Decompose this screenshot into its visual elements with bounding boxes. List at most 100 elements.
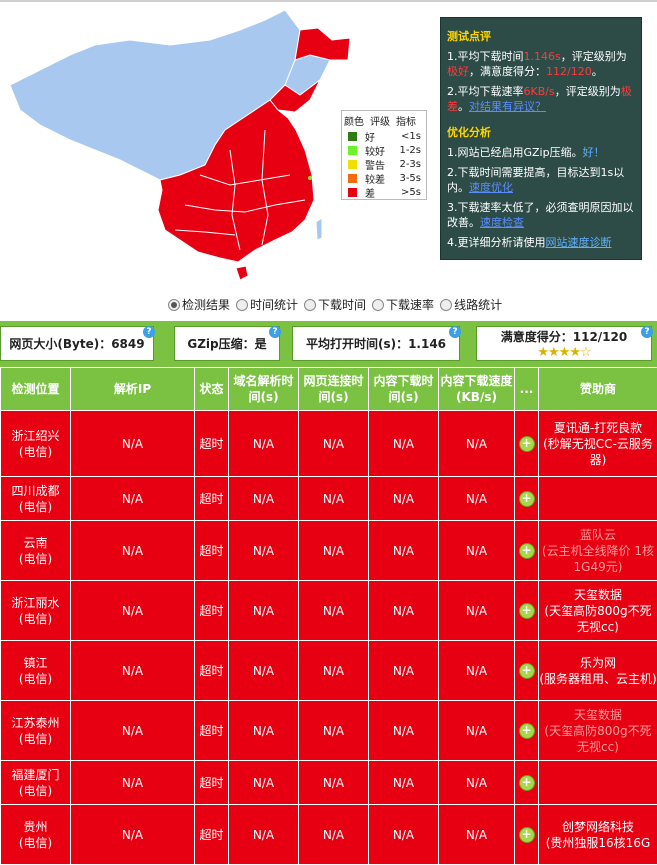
ip-cell: N/A bbox=[71, 805, 195, 865]
expand-plus-icon[interactable]: + bbox=[519, 491, 535, 507]
legend-level: 差 bbox=[365, 185, 391, 200]
sponsor-name-link[interactable]: 天玺数据 bbox=[539, 707, 657, 723]
review-text: ，评定级别为 bbox=[561, 50, 627, 63]
ip-cell: N/A bbox=[71, 641, 195, 701]
tab-label: 线路统计 bbox=[454, 296, 502, 313]
help-icon[interactable]: ? bbox=[143, 326, 155, 338]
download-time-cell: N/A bbox=[369, 701, 439, 761]
tab-line-stats[interactable]: 线路统计 bbox=[440, 296, 502, 313]
legend-level: 较差 bbox=[365, 171, 391, 186]
connect-time-cell: N/A bbox=[299, 641, 369, 701]
optimize-line-1: 1.网站已经启用GZip压缩。好！ bbox=[447, 145, 635, 160]
col-connect-time[interactable]: 网页连接时间(s) bbox=[299, 368, 369, 411]
site-diagnosis-link[interactable]: 网站速度诊断 bbox=[546, 236, 612, 249]
result-tabs: 检测结果 时间统计 下载时间 下载速率 线路统计 bbox=[168, 296, 508, 313]
expand-plus-icon[interactable]: + bbox=[519, 663, 535, 679]
help-icon[interactable]: ? bbox=[449, 326, 461, 338]
tab-results[interactable]: 检测结果 bbox=[168, 296, 230, 313]
col-status[interactable]: 状态 bbox=[195, 368, 229, 411]
page-size-text: 网页大小(Byte)：6849 bbox=[9, 335, 144, 352]
avg-time-box: 平均打开时间(s)：1.146 ? bbox=[292, 326, 460, 361]
sponsor-desc-link[interactable]: (贵州独服16核16G bbox=[539, 835, 657, 851]
map-region-hainan[interactable] bbox=[236, 266, 248, 280]
location-name: 江苏泰州 bbox=[1, 715, 70, 731]
map-region-taiwan[interactable] bbox=[316, 218, 322, 240]
connect-time-cell: N/A bbox=[299, 581, 369, 641]
radio-icon[interactable] bbox=[304, 299, 316, 311]
sponsor-desc-link[interactable]: (秒解无视CC-云服务器) bbox=[539, 436, 657, 468]
ip-cell: N/A bbox=[71, 477, 195, 521]
col-more[interactable]: ... bbox=[515, 368, 539, 411]
connect-time-cell: N/A bbox=[299, 701, 369, 761]
dns-time-cell: N/A bbox=[229, 521, 299, 581]
optimize-line-3: 3.下载速率太低了，必须查明原因加以改善。速度检查 bbox=[447, 200, 635, 230]
radio-icon[interactable] bbox=[236, 299, 248, 311]
optimize-line-4: 4.更详细分析请使用网站速度诊断 bbox=[447, 235, 635, 250]
tab-time-stats[interactable]: 时间统计 bbox=[236, 296, 298, 313]
legend-row: 较差 3-5s bbox=[342, 171, 426, 185]
dispute-link[interactable]: 对结果有异议？ bbox=[469, 100, 546, 113]
sponsor-desc-link[interactable]: (服务器租用、云主机) bbox=[539, 671, 657, 687]
col-location[interactable]: 检测位置 bbox=[1, 368, 71, 411]
legend-indicator: <1s bbox=[391, 131, 421, 142]
review-text: 。 bbox=[592, 65, 603, 78]
expand-cell: + bbox=[515, 701, 539, 761]
legend-indicator: 1-2s bbox=[391, 145, 421, 156]
col-download-speed[interactable]: 内容下载速度(KB/s) bbox=[439, 368, 515, 411]
help-icon[interactable]: ? bbox=[641, 326, 653, 338]
sponsor-desc-link[interactable]: (云主机全线降价 1核1G49元) bbox=[539, 543, 657, 575]
col-dns-time[interactable]: 域名解析时间(s) bbox=[229, 368, 299, 411]
review-panel: 测试点评 1.平均下载时间1.146s，评定级别为极好，满意度得分：112/12… bbox=[440, 17, 642, 260]
review-text: 1.平均下载时间 bbox=[447, 50, 524, 63]
expand-plus-icon[interactable]: + bbox=[519, 827, 535, 843]
download-speed-cell: N/A bbox=[439, 477, 515, 521]
sponsor-name-link[interactable]: 乐为网 bbox=[539, 655, 657, 671]
expand-cell: + bbox=[515, 477, 539, 521]
speed-check-link[interactable]: 速度检查 bbox=[480, 216, 524, 229]
radio-icon[interactable] bbox=[440, 299, 452, 311]
sponsor-cell: 创梦网络科技(贵州独服16核16G bbox=[539, 805, 657, 865]
expand-plus-icon[interactable]: + bbox=[519, 723, 535, 739]
legend-row: 警告 2-3s bbox=[342, 157, 426, 171]
sponsor-desc-link[interactable]: (天玺高防800g不死无视cc) bbox=[539, 603, 657, 635]
dns-time-cell: N/A bbox=[229, 761, 299, 805]
radio-icon[interactable] bbox=[168, 299, 180, 311]
dns-time-cell: N/A bbox=[229, 411, 299, 477]
status-cell: 超时 bbox=[195, 641, 229, 701]
ip-cell: N/A bbox=[71, 761, 195, 805]
expand-plus-icon[interactable]: + bbox=[519, 603, 535, 619]
location-cell: 浙江丽水(电信) bbox=[1, 581, 71, 641]
ip-cell: N/A bbox=[71, 701, 195, 761]
radio-icon[interactable] bbox=[372, 299, 384, 311]
ip-cell: N/A bbox=[71, 581, 195, 641]
download-speed-cell: N/A bbox=[439, 411, 515, 477]
download-speed-cell: N/A bbox=[439, 805, 515, 865]
ip-cell: N/A bbox=[71, 411, 195, 477]
expand-plus-icon[interactable]: + bbox=[519, 436, 535, 452]
expand-plus-icon[interactable]: + bbox=[519, 543, 535, 559]
expand-plus-icon[interactable]: + bbox=[519, 775, 535, 791]
tab-label: 下载速率 bbox=[386, 296, 434, 313]
status-cell: 超时 bbox=[195, 477, 229, 521]
col-download-time[interactable]: 内容下载时间(s) bbox=[369, 368, 439, 411]
review-title: 测试点评 bbox=[447, 28, 641, 44]
legend-indicator: 3-5s bbox=[391, 173, 421, 184]
ip-cell: N/A bbox=[71, 521, 195, 581]
table-header-row: 检测位置 解析IP 状态 域名解析时间(s) 网页连接时间(s) 内容下载时间(… bbox=[1, 368, 657, 411]
col-ip[interactable]: 解析IP bbox=[71, 368, 195, 411]
sponsor-name-link[interactable]: 蓝队云 bbox=[539, 527, 657, 543]
legend-level: 较好 bbox=[365, 143, 391, 158]
sponsor-desc-link[interactable]: (天玺高防800g不死无视cc) bbox=[539, 723, 657, 755]
legend-indicator: >5s bbox=[391, 187, 421, 198]
tab-download-speed[interactable]: 下载速率 bbox=[372, 296, 434, 313]
speed-optimize-link[interactable]: 速度优化 bbox=[469, 181, 513, 194]
help-icon[interactable]: ? bbox=[269, 326, 281, 338]
sponsor-name-link[interactable]: 天玺数据 bbox=[539, 587, 657, 603]
map-region-heilongjiang[interactable] bbox=[295, 28, 350, 60]
location-name: 贵州 bbox=[1, 819, 70, 835]
download-time-cell: N/A bbox=[369, 805, 439, 865]
sponsor-name-link[interactable]: 夏讯通-打死良款 bbox=[539, 420, 657, 436]
tab-download-time[interactable]: 下载时间 bbox=[304, 296, 366, 313]
sponsor-name-link[interactable]: 创梦网络科技 bbox=[539, 819, 657, 835]
